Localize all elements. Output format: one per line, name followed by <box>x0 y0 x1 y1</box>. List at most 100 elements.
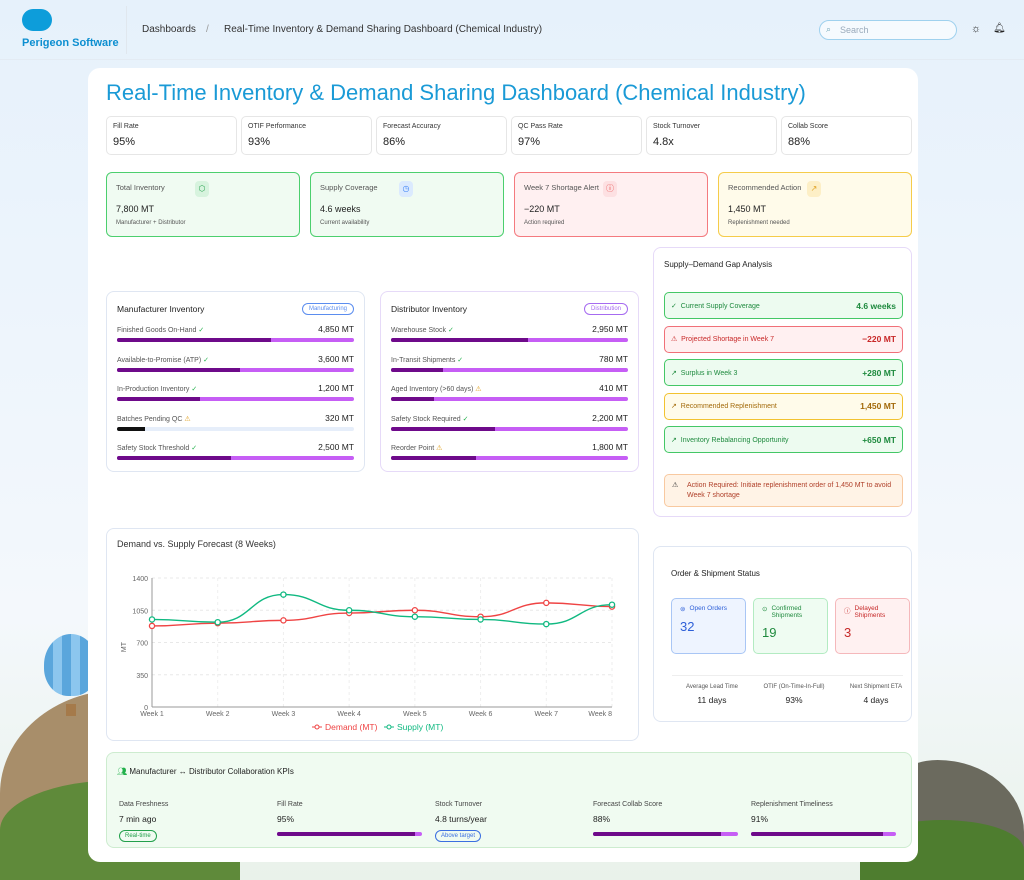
panel-title: Manufacturer Inventory <box>117 304 205 314</box>
kpi-label: Stock Turnover <box>653 123 701 130</box>
gap-label: Current Supply Coverage <box>680 302 760 310</box>
order-stat-label: Open Orders <box>689 605 728 612</box>
search-input[interactable]: ⌕ Search <box>819 20 957 40</box>
card-subtext: Action required <box>524 220 565 226</box>
kpi-value: 4.8x <box>653 136 674 148</box>
order-status-panel: Order & Shipment Status ⊚ Open Orders 32 ⊙ C… <box>653 546 912 722</box>
gap-value: 1,450 MT <box>860 401 896 411</box>
collab-label: Forecast Collab Score <box>593 801 663 808</box>
line-chart: 0 350 700 1050 1400 Week 1 Week 2 Week 3 Week 4 W… <box>121 576 616 732</box>
row-label: In-Production Inventory <box>117 386 190 393</box>
order-stat-value: 19 <box>762 625 777 640</box>
order-footer-stat: Average Lead Time 11 days <box>672 684 752 705</box>
alert-icon: ⓘ <box>603 181 617 197</box>
y-tick-label: 350 <box>136 673 148 680</box>
row-label: Safety Stock Threshold <box>117 445 190 452</box>
x-tick-label: Week 7 <box>534 711 558 718</box>
progress-bar <box>391 426 628 431</box>
data-point-demand[interactable] <box>411 607 419 614</box>
data-point-supply[interactable] <box>411 613 419 620</box>
summary-card: ⬡ Total Inventory 7,800 MT Manufacturer + D… <box>106 172 300 237</box>
legend-label[interactable]: Supply (MT) <box>397 722 443 732</box>
kpi-label: Collab Score <box>788 123 829 130</box>
data-point-supply[interactable] <box>280 591 287 598</box>
data-point-supply[interactable] <box>543 620 550 628</box>
collab-value: 4.8 turns/year <box>435 814 487 824</box>
warning-icon: ⚠ <box>184 415 191 423</box>
order-stat-label: Confirmed Shipments <box>771 605 803 619</box>
breadcrumb-current: Real-Time Inventory & Demand Sharing Das… <box>224 24 543 35</box>
gap-analysis-panel: Supply–Demand Gap Analysis ⚠ Action Requi… <box>653 247 912 517</box>
row-label: Available-to-Promise (ATP) <box>117 356 202 364</box>
brand-name[interactable]: Perigeon Software <box>22 37 119 49</box>
inventory-row: Batches Pending QC ⚠ 320 MT <box>117 409 354 439</box>
data-point-demand[interactable] <box>280 617 287 624</box>
card-subtext: Manufacturer + Distributor <box>116 220 186 226</box>
top-header: Perigeon Software Dashboards / Real-Time… <box>0 0 1024 60</box>
stat-value: 11 days <box>697 695 727 705</box>
row-quantity: 320 MT <box>325 412 354 423</box>
order-stat-label: Delayed Shipments <box>854 605 886 619</box>
inventory-row: In-Transit Shipments ✓ 780 MT <box>391 350 628 380</box>
check-circle-icon: ✓ <box>198 327 205 334</box>
data-point-supply[interactable] <box>148 616 156 623</box>
data-point-demand[interactable] <box>148 622 156 630</box>
check-circle-icon: ✓ <box>203 356 209 364</box>
balloon-basket <box>66 704 76 716</box>
inventory-row: In-Production Inventory ✓ 1,200 MT <box>117 379 354 409</box>
gap-value: +280 MT <box>862 367 896 378</box>
progress-bar <box>277 832 422 836</box>
logo-icon[interactable] <box>22 9 52 31</box>
check-circle-icon: ✓ <box>462 415 469 423</box>
kpi-label: Fill Rate <box>113 123 139 130</box>
y-tick-label: 700 <box>136 641 148 648</box>
card-subtext: Replenishment needed <box>728 220 790 226</box>
kpi-tile: Stock Turnover 4.8x <box>646 116 777 155</box>
order-footer-stat: Next Shipment ETA 4 days <box>836 684 916 705</box>
gap-value: −220 MT <box>862 334 896 344</box>
row-label: In-Transit Shipments <box>391 356 456 364</box>
legend-label[interactable]: Demand (MT) <box>325 722 378 732</box>
collab-kpi: Fill Rate 95% <box>277 801 422 836</box>
collaboration-kpis-panel: 👥︎ Manufacturer ↔ Distributor Collaborat… <box>106 752 912 848</box>
x-tick-label: Week 1 <box>140 711 164 718</box>
gap-status-icon: ⚠ <box>671 336 678 343</box>
row-label: Batches Pending QC <box>117 415 183 423</box>
series-line-supply <box>151 593 613 625</box>
progress-bar <box>593 832 738 836</box>
x-tick-label: Week 8 <box>588 711 612 718</box>
x-tick-label: Week 4 <box>337 711 361 718</box>
distributor-inventory-panel: Distributor Inventory Distribution Warehou… <box>380 291 639 472</box>
gap-label: Inventory Rebalancing Opportunity <box>680 436 789 444</box>
inventory-row: Aged Inventory (>60 days) ⚠ 410 MT <box>391 379 628 409</box>
breadcrumb-dashboards[interactable]: Dashboards <box>142 24 196 35</box>
y-tick-label: 1050 <box>132 608 148 615</box>
warning-icon: ⚠ <box>672 482 679 489</box>
gap-item: ↗ Surplus in Week 3 +280 MT <box>664 359 903 386</box>
manufacturer-inventory-panel: Manufacturer Inventory Manufacturing Finis… <box>106 291 365 472</box>
progress-bar <box>117 397 354 401</box>
inventory-row: Safety Stock Required ✓ 2,200 MT <box>391 409 628 439</box>
inventory-row: Safety Stock Threshold ✓ 2,500 MT <box>117 438 354 468</box>
warning-icon: ⚠ <box>436 445 443 452</box>
gap-label: Projected Shortage in Week 7 <box>681 336 775 343</box>
row-quantity: 2,950 MT <box>592 324 628 334</box>
data-point-demand[interactable] <box>543 599 550 607</box>
alert-text: Action Required: Initiate replenishment … <box>687 482 892 499</box>
kpi-label: OTIF Performance <box>248 123 306 130</box>
collab-kpi: Data Freshness 7 min ago Real-time <box>119 801 264 842</box>
collab-value: 88% <box>593 814 611 824</box>
notifications-bell-icon[interactable]: 🔔︎ <box>993 23 1006 34</box>
card-subtext: Current availability <box>320 220 370 226</box>
gap-label: Surplus in Week 3 <box>680 369 738 377</box>
inventory-row: Warehouse Stock ✓ 2,950 MT <box>391 320 628 350</box>
category-badge: Manufacturing <box>301 303 354 315</box>
data-point-supply[interactable] <box>477 616 484 623</box>
data-point-supply[interactable] <box>214 618 221 626</box>
kpi-tile: QC Pass Rate 97% <box>511 116 642 155</box>
collab-value: 95% <box>277 814 295 824</box>
collab-value: 91% <box>751 814 769 824</box>
data-point-supply[interactable] <box>345 607 353 614</box>
theme-toggle-sun-icon[interactable]: ☼ <box>971 23 982 35</box>
data-point-supply[interactable] <box>608 601 616 608</box>
